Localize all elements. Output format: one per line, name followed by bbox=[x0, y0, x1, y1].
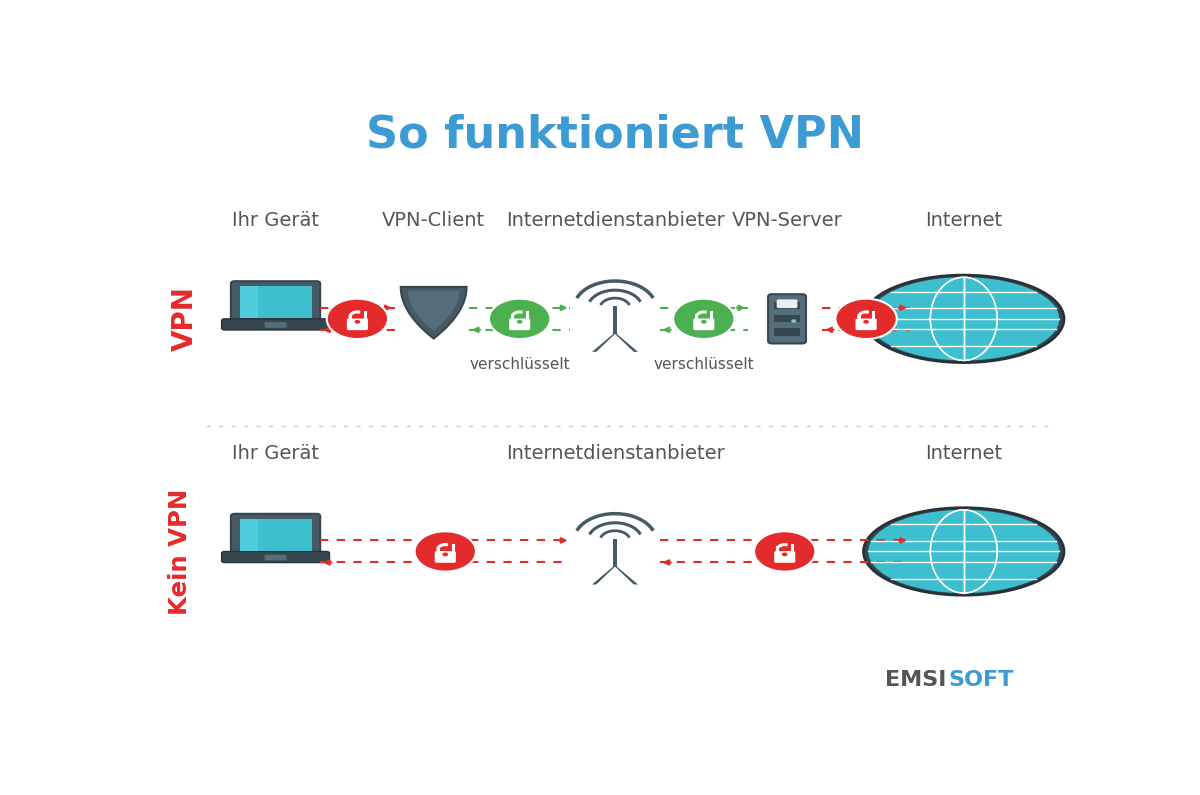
FancyBboxPatch shape bbox=[240, 286, 312, 319]
Ellipse shape bbox=[869, 510, 1060, 593]
Circle shape bbox=[701, 320, 707, 324]
FancyBboxPatch shape bbox=[230, 281, 320, 323]
Circle shape bbox=[326, 299, 388, 339]
FancyBboxPatch shape bbox=[240, 518, 312, 551]
Ellipse shape bbox=[864, 508, 1064, 595]
FancyBboxPatch shape bbox=[694, 319, 714, 330]
Polygon shape bbox=[408, 290, 460, 331]
Polygon shape bbox=[616, 567, 638, 584]
FancyBboxPatch shape bbox=[434, 551, 456, 563]
Text: VPN: VPN bbox=[172, 286, 199, 351]
Text: VPN-Client: VPN-Client bbox=[382, 211, 485, 231]
Text: Kein VPN: Kein VPN bbox=[168, 488, 192, 615]
Text: Internet: Internet bbox=[925, 444, 1002, 463]
FancyBboxPatch shape bbox=[776, 300, 798, 308]
FancyBboxPatch shape bbox=[774, 301, 800, 309]
Polygon shape bbox=[613, 306, 617, 334]
FancyBboxPatch shape bbox=[347, 319, 368, 330]
FancyBboxPatch shape bbox=[509, 319, 530, 330]
Text: EMSI: EMSI bbox=[884, 670, 946, 690]
FancyBboxPatch shape bbox=[768, 294, 806, 343]
Text: Ihr Gerät: Ihr Gerät bbox=[232, 444, 319, 463]
Text: Ihr Gerät: Ihr Gerät bbox=[232, 211, 319, 231]
Text: Internetdienstanbieter: Internetdienstanbieter bbox=[505, 211, 725, 231]
Circle shape bbox=[754, 531, 816, 572]
Polygon shape bbox=[613, 539, 617, 567]
Text: SOFT: SOFT bbox=[948, 670, 1013, 690]
Circle shape bbox=[673, 299, 734, 339]
FancyBboxPatch shape bbox=[222, 552, 330, 563]
Circle shape bbox=[517, 320, 522, 324]
FancyBboxPatch shape bbox=[240, 286, 258, 319]
Text: verschlüsselt: verschlüsselt bbox=[469, 357, 570, 372]
Text: Internet: Internet bbox=[925, 211, 1002, 231]
FancyBboxPatch shape bbox=[264, 555, 287, 560]
FancyBboxPatch shape bbox=[774, 315, 800, 323]
Polygon shape bbox=[401, 287, 467, 339]
Circle shape bbox=[791, 320, 797, 323]
FancyBboxPatch shape bbox=[774, 328, 800, 335]
Ellipse shape bbox=[869, 277, 1060, 360]
Polygon shape bbox=[592, 567, 616, 584]
FancyBboxPatch shape bbox=[240, 518, 258, 551]
FancyBboxPatch shape bbox=[856, 319, 877, 330]
Circle shape bbox=[782, 553, 787, 556]
Text: So funktioniert VPN: So funktioniert VPN bbox=[366, 114, 864, 157]
Circle shape bbox=[488, 299, 551, 339]
FancyBboxPatch shape bbox=[222, 319, 330, 330]
Polygon shape bbox=[616, 334, 638, 352]
FancyBboxPatch shape bbox=[774, 551, 796, 563]
FancyBboxPatch shape bbox=[264, 322, 287, 328]
Polygon shape bbox=[592, 334, 616, 352]
FancyBboxPatch shape bbox=[230, 514, 320, 556]
Circle shape bbox=[443, 553, 448, 556]
Ellipse shape bbox=[864, 275, 1064, 363]
Circle shape bbox=[863, 320, 869, 324]
Text: Internetdienstanbieter: Internetdienstanbieter bbox=[505, 444, 725, 463]
Text: verschlüsselt: verschlüsselt bbox=[654, 357, 754, 372]
Circle shape bbox=[354, 320, 360, 324]
Circle shape bbox=[414, 531, 476, 572]
Text: VPN-Server: VPN-Server bbox=[732, 211, 842, 231]
Circle shape bbox=[835, 299, 896, 339]
